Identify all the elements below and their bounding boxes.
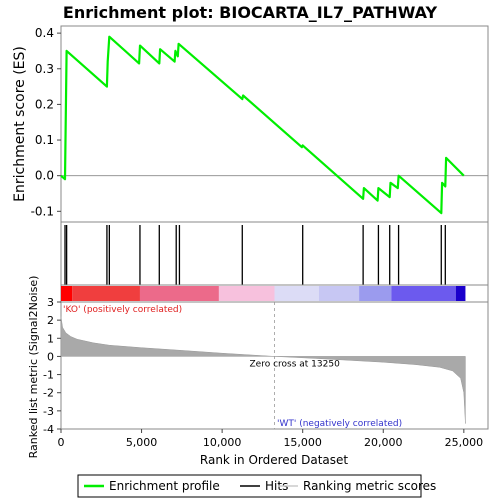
ranking-color-bar bbox=[61, 286, 466, 301]
metric-axis-ticks: -4 -3 -2 -1 0 1 2 3 bbox=[43, 296, 61, 436]
metric-y-tick-label: 0 bbox=[47, 350, 54, 363]
metric-y-tick-label: -4 bbox=[43, 423, 54, 436]
metric-panel-frame bbox=[60, 301, 489, 430]
x-axis-label: Rank in Ordered Dataset bbox=[200, 453, 348, 467]
metric-y-tick-label: -3 bbox=[43, 405, 54, 418]
es-y-tick-label: -0.1 bbox=[31, 204, 54, 218]
zero-cross-label: Zero cross at 13250 bbox=[250, 359, 341, 369]
ranking-bar-segment bbox=[455, 286, 466, 301]
ranking-bar-segment bbox=[359, 286, 392, 301]
es-y-tick-label: 0.1 bbox=[35, 133, 54, 147]
negative-correlation-label: 'WT' (negatively correlated) bbox=[277, 419, 402, 429]
es-y-tick-label: 0.4 bbox=[35, 26, 54, 40]
x-tick-label: 10,000 bbox=[203, 436, 242, 449]
metric-y-tick-label: -1 bbox=[43, 369, 54, 382]
ranking-bar-segment bbox=[218, 286, 275, 301]
es-y-tick-label: 0.2 bbox=[35, 97, 54, 111]
legend: Enrichment profile Hits Ranking metric sco… bbox=[84, 479, 436, 493]
metric-y-axis-label: Ranked list metric (Signal2Noise) bbox=[27, 276, 40, 459]
ranking-bar-segment bbox=[139, 286, 219, 301]
hits-panel-frame bbox=[60, 221, 489, 286]
ranking-bar-segment bbox=[391, 286, 456, 301]
x-axis-ticks: 0 5,000 10,000 15,000 20,000 25,000 bbox=[58, 429, 484, 449]
enrichment-profile-line bbox=[60, 35, 465, 215]
x-tick-label: 20,000 bbox=[364, 436, 403, 449]
chart-title: Enrichment plot: BIOCARTA_IL7_PATHWAY bbox=[63, 3, 438, 22]
metric-y-tick-label: 3 bbox=[47, 296, 54, 309]
legend-label: Enrichment profile bbox=[109, 479, 220, 493]
x-tick-label: 0 bbox=[58, 436, 65, 449]
x-tick-label: 15,000 bbox=[283, 436, 322, 449]
es-axis-ticks: -0.1 0.0 0.1 0.2 0.3 0.4 bbox=[31, 26, 61, 218]
positive-correlation-label: 'KO' (positively correlated) bbox=[63, 305, 182, 315]
x-tick-label: 5,000 bbox=[126, 436, 158, 449]
ranking-bar-segment bbox=[274, 286, 319, 301]
metric-y-tick-label: 1 bbox=[47, 332, 54, 345]
es-y-axis-label: Enrichment score (ES) bbox=[12, 46, 28, 202]
legend-label: Hits bbox=[265, 479, 288, 493]
hit-ticks bbox=[64, 225, 446, 285]
ranking-bar-segment bbox=[72, 286, 140, 301]
es-y-tick-label: 0.0 bbox=[35, 169, 54, 183]
es-y-tick-label: 0.3 bbox=[35, 62, 54, 76]
legend-label: Ranking metric scores bbox=[303, 479, 436, 493]
metric-y-tick-label: 2 bbox=[47, 314, 54, 327]
metric-y-tick-label: -2 bbox=[43, 387, 54, 400]
ranking-bar-segment bbox=[318, 286, 360, 301]
ranking-bar-segment bbox=[61, 286, 73, 301]
x-tick-label: 25,000 bbox=[445, 436, 484, 449]
